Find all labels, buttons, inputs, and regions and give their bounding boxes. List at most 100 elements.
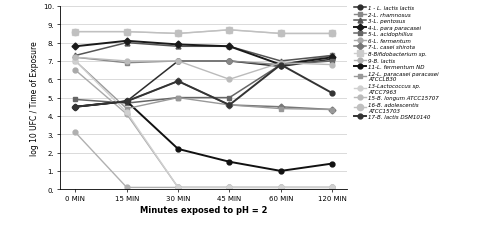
3-L. pentosus [124, 42, 130, 45]
17-B. lactis DSM10140 [72, 106, 78, 109]
6-L. fermentum [72, 69, 78, 72]
Line: 4-L. para paracasei: 4-L. para paracasei [73, 39, 334, 68]
12-L. paracasei paracasei
ATCCLB30 [175, 97, 181, 100]
17-B. lactis DSM10140 [329, 92, 335, 95]
11-L. fermentum ND [278, 170, 284, 173]
Line: 13-Lactococcus sp.
ATCC7963: 13-Lactococcus sp. ATCC7963 [73, 59, 334, 190]
Line: 8-Bifidobacterium sp.: 8-Bifidobacterium sp. [72, 27, 335, 37]
5-L. acidophillus [226, 97, 232, 100]
12-L. paracasei paracasei
ATCCLB30 [124, 108, 130, 110]
5-L. acidophillus [329, 60, 335, 63]
6-L. fermentum [226, 186, 232, 189]
5-L. acidophillus [72, 99, 78, 101]
7-L. casei shirota [124, 100, 130, 103]
Line: 3-L. pentosus: 3-L. pentosus [73, 41, 334, 64]
5-L. acidophillus [278, 64, 284, 67]
16-B. adolescentis
ATCC15703 [72, 31, 78, 34]
Line: 9-B. lactis: 9-B. lactis [73, 131, 334, 190]
7-L. casei shirota [278, 106, 284, 109]
4-L. para paracasei [226, 46, 232, 49]
4-L. para paracasei [329, 57, 335, 59]
16-B. adolescentis
ATCC15703 [226, 29, 232, 32]
16-B. adolescentis
ATCC15703 [329, 33, 335, 36]
Line: 1 - L. lactis lactis: 1 - L. lactis lactis [73, 58, 334, 110]
2-L. rhamnosus [329, 55, 335, 58]
11-L. fermentum ND [226, 161, 232, 164]
13-Lactococcus sp.
ATCC7963 [329, 186, 335, 189]
8-Bifidobacterium sp. [124, 31, 130, 34]
17-B. lactis DSM10140 [278, 64, 284, 67]
Line: 15-B. longum ATCC15707: 15-B. longum ATCC15707 [73, 56, 334, 82]
13-Lactococcus sp.
ATCC7963 [175, 186, 181, 189]
5-L. acidophillus [124, 102, 130, 105]
9-B. lactis [175, 186, 181, 189]
4-L. para paracasei [124, 40, 130, 43]
Line: 2-L. rhamnosus: 2-L. rhamnosus [73, 54, 334, 68]
1 - L. lactis lactis [72, 106, 78, 109]
8-Bifidobacterium sp. [278, 33, 284, 36]
13-Lactococcus sp.
ATCC7963 [278, 186, 284, 189]
13-Lactococcus sp.
ATCC7963 [124, 111, 130, 114]
Line: 17-B. lactis DSM10140: 17-B. lactis DSM10140 [73, 63, 334, 110]
9-B. lactis [329, 186, 335, 189]
Y-axis label: log 10 UFC / Time of Exposure: log 10 UFC / Time of Exposure [30, 41, 39, 155]
1 - L. lactis lactis [226, 60, 232, 63]
4-L. para paracasei [278, 64, 284, 67]
6-L. fermentum [124, 113, 130, 116]
12-L. paracasei paracasei
ATCCLB30 [72, 60, 78, 63]
Legend: 1 - L. lactis lactis, 2-L. rhamnosus, 3-L. pentosus, 4-L. para paracasei, 5-L. a: 1 - L. lactis lactis, 2-L. rhamnosus, 3-… [354, 6, 439, 120]
1 - L. lactis lactis [278, 66, 284, 69]
7-L. casei shirota [175, 80, 181, 83]
8-Bifidobacterium sp. [329, 33, 335, 36]
15-B. longum ATCC15707 [175, 60, 181, 63]
1 - L. lactis lactis [329, 58, 335, 61]
Line: 12-L. paracasei paracasei
ATCCLB30: 12-L. paracasei paracasei ATCCLB30 [73, 59, 334, 112]
6-L. fermentum [175, 186, 181, 189]
8-Bifidobacterium sp. [175, 33, 181, 36]
17-B. lactis DSM10140 [175, 80, 181, 83]
1 - L. lactis lactis [124, 100, 130, 103]
11-L. fermentum ND [124, 100, 130, 103]
Line: 16-B. adolescentis
ATCC15703: 16-B. adolescentis ATCC15703 [72, 27, 335, 37]
16-B. adolescentis
ATCC15703 [278, 33, 284, 36]
7-L. casei shirota [226, 104, 232, 107]
7-L. casei shirota [329, 109, 335, 111]
4-L. para paracasei [175, 44, 181, 47]
Line: 11-L. fermentum ND: 11-L. fermentum ND [73, 99, 334, 173]
3-L. pentosus [226, 46, 232, 49]
11-L. fermentum ND [72, 106, 78, 109]
9-B. lactis [124, 186, 130, 189]
15-B. longum ATCC15707 [124, 60, 130, 63]
1 - L. lactis lactis [175, 60, 181, 63]
11-L. fermentum ND [175, 148, 181, 151]
9-B. lactis [278, 186, 284, 189]
3-L. pentosus [329, 55, 335, 58]
15-B. longum ATCC15707 [278, 62, 284, 65]
15-B. longum ATCC15707 [72, 57, 78, 59]
Line: 5-L. acidophillus: 5-L. acidophillus [73, 59, 334, 106]
12-L. paracasei paracasei
ATCCLB30 [278, 108, 284, 110]
2-L. rhamnosus [72, 57, 78, 59]
13-Lactococcus sp.
ATCC7963 [72, 60, 78, 63]
Line: 6-L. fermentum: 6-L. fermentum [73, 68, 334, 190]
12-L. paracasei paracasei
ATCCLB30 [329, 109, 335, 111]
2-L. rhamnosus [278, 64, 284, 67]
3-L. pentosus [72, 55, 78, 58]
17-B. lactis DSM10140 [226, 104, 232, 107]
8-Bifidobacterium sp. [72, 31, 78, 34]
15-B. longum ATCC15707 [329, 64, 335, 67]
3-L. pentosus [175, 46, 181, 49]
3-L. pentosus [278, 60, 284, 63]
2-L. rhamnosus [175, 60, 181, 63]
6-L. fermentum [329, 186, 335, 189]
11-L. fermentum ND [329, 162, 335, 165]
17-B. lactis DSM10140 [124, 100, 130, 103]
4-L. para paracasei [72, 46, 78, 49]
X-axis label: Minutes exposed to pH = 2: Minutes exposed to pH = 2 [140, 205, 268, 214]
16-B. adolescentis
ATCC15703 [124, 31, 130, 34]
2-L. rhamnosus [124, 62, 130, 65]
2-L. rhamnosus [226, 60, 232, 63]
Line: 7-L. casei shirota: 7-L. casei shirota [73, 79, 334, 112]
13-Lactococcus sp.
ATCC7963 [226, 186, 232, 189]
15-B. longum ATCC15707 [226, 79, 232, 81]
